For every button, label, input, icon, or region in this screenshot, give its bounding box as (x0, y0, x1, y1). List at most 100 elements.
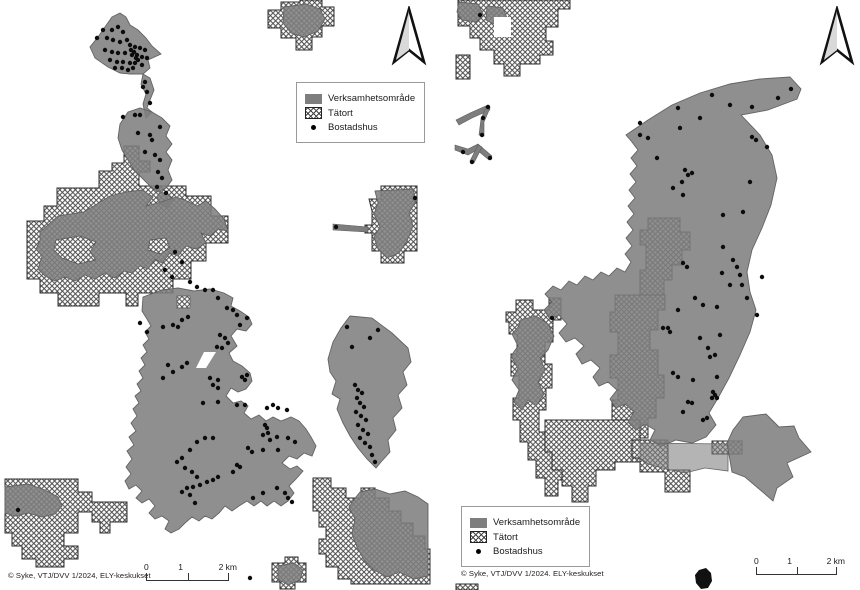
bostadshus-dot (152, 152, 158, 158)
bostadshus-dot (365, 431, 371, 437)
bostadshus-dot (679, 179, 685, 185)
bostadshus-dot (117, 39, 123, 45)
bostadshus-dot (747, 179, 753, 185)
bostadshus-dot (210, 477, 216, 483)
verksamhetsomrade-area (373, 188, 417, 259)
legend-label: Tätort (328, 107, 353, 119)
bostadshus-dot (375, 327, 381, 333)
bostadshus-dot (149, 137, 155, 143)
legend-item-bostadshus: Bostadshus (305, 122, 415, 133)
bostadshus-dot (749, 104, 755, 110)
verksamhetsomrade-corridor (478, 106, 491, 137)
bostadshus-dot (194, 474, 200, 480)
bostadshus-dot (730, 257, 736, 263)
bostadshus-dot (142, 149, 148, 155)
bostadshus-dot (160, 324, 166, 330)
bostadshus-dot (115, 50, 121, 56)
bostadshus-dot (110, 37, 116, 43)
legend-label: Verksamhetsområde (328, 93, 416, 104)
bostadshus-dot (163, 190, 169, 196)
verksamhetsomrade-area (543, 76, 802, 447)
bostadshus-dot (114, 59, 120, 65)
bostadshus-dot (242, 402, 248, 408)
bostadshus-dot (670, 370, 676, 376)
bostadshus-dot (237, 464, 243, 470)
bostadshus-dot (709, 395, 715, 401)
bostadshus-dot (104, 35, 110, 41)
north-arrow-icon (391, 6, 427, 66)
bostadshus-dot (487, 155, 493, 161)
tatort-swatch (305, 107, 322, 119)
bostadshus-dot (137, 112, 143, 118)
bostadshus-dot (174, 459, 180, 465)
bostadshus-dot (234, 402, 240, 408)
bostadshus-dot (689, 400, 695, 406)
bostadshus-dot (260, 447, 266, 453)
bostadshus-dot (170, 369, 176, 375)
legend-left: Verksamhetsområde Tätort Bostadshus (296, 82, 426, 143)
bostadshus-dot (670, 185, 676, 191)
bostadshus-dot (355, 422, 361, 428)
bostadshus-dot (207, 375, 213, 381)
verksamhetsomrade-corridor (454, 143, 493, 161)
bostadshus-dot (157, 157, 163, 163)
bostadshus-dot (549, 315, 555, 321)
bostadshus-dot (709, 92, 715, 98)
bostadshus-dot (245, 445, 251, 451)
bostadshus-dot (267, 437, 273, 443)
bostadshus-dot (667, 329, 673, 335)
scalebar-left: 0 1 2 km (144, 562, 237, 581)
bostadshus-dot (224, 305, 230, 311)
bostadshus-dot (685, 172, 691, 178)
bostadshus-dot (202, 287, 208, 293)
bostadshus-dot (179, 489, 185, 495)
bostadshus-dot (264, 405, 270, 411)
bostadshus-dot (210, 287, 216, 293)
bostadshus-dot (175, 324, 181, 330)
verksamhetsomrade-area (639, 442, 729, 474)
bostadshus-dot (132, 44, 138, 50)
bostadshus-dot (734, 264, 740, 270)
bostadshus-dot (680, 192, 686, 198)
tatort-area (544, 419, 641, 503)
bostadshus-dot (194, 439, 200, 445)
bostadshus-dot (289, 499, 295, 505)
scalebar-right: 0 1 2 km (754, 556, 845, 575)
bostadshus-dot (230, 469, 236, 475)
bostadshus-dot (187, 447, 193, 453)
bostadshus-dot (275, 447, 281, 453)
bostadshus-dot (712, 352, 718, 358)
bostadshus-dot (737, 272, 743, 278)
bostadshus-dot (480, 115, 486, 121)
bostadshus-dot (714, 304, 720, 310)
bostadshus-dot (142, 47, 148, 53)
bostadshus-dot (147, 100, 153, 106)
bostadshus-dot (720, 212, 726, 218)
bostadshus-dot (215, 474, 221, 480)
bostadshus-dot (184, 360, 190, 366)
verksamhetsomrade-area (89, 12, 162, 75)
bostadshus-dot (690, 377, 696, 383)
bostadshus-dot (353, 409, 359, 415)
bostadshus-dot (744, 295, 750, 301)
bostadshus-dot (247, 575, 253, 581)
bostadshus-dot (170, 322, 176, 328)
bostadshus-dot (680, 409, 686, 415)
bostadshus-dot (182, 465, 188, 471)
tatort-patch (53, 235, 97, 265)
bostadshus-dot (184, 485, 190, 491)
scalebar-bar (146, 573, 229, 581)
building-cluster-blob (695, 568, 712, 589)
verksamhetsomrade-area (348, 488, 429, 580)
bostadshus-dot (179, 364, 185, 370)
bostadshus-dot (210, 382, 216, 388)
bostadshus-dot (680, 260, 686, 266)
bostadshus-dot (358, 413, 364, 419)
dot-swatch (305, 125, 322, 130)
bostadshus-dot (179, 317, 185, 323)
bostadshus-dot (357, 435, 363, 441)
bostadshus-dot (160, 375, 166, 381)
bostadshus-dot (274, 485, 280, 491)
bostadshus-dot (740, 209, 746, 215)
bostadshus-dot (759, 274, 765, 280)
